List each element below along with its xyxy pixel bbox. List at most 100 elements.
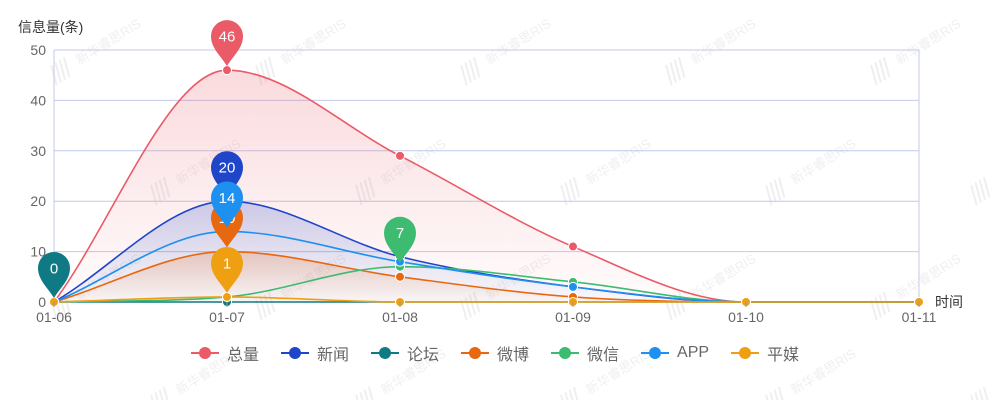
watermark-glyph: [773, 179, 782, 201]
data-point-总量-01-09[interactable]: [568, 241, 578, 252]
legend-swatch: [551, 346, 579, 360]
legend-item-微信[interactable]: 微信: [551, 341, 619, 365]
data-point-总量-01-07[interactable]: [222, 65, 232, 76]
legend-label: 微博: [496, 347, 529, 364]
legend-item-新闻[interactable]: 新闻: [280, 341, 349, 365]
y-tick-label: 40: [30, 92, 46, 108]
legend-item-论坛[interactable]: 论坛: [370, 341, 439, 365]
max-marker-微信[interactable]: 7: [384, 216, 416, 263]
line-layer: [53, 69, 919, 303]
marker-pin: [211, 181, 243, 228]
watermark-text: 新华睿思RIS: [583, 136, 654, 188]
legend-label: APP: [677, 344, 710, 361]
watermark-text: 新华睿思RIS: [278, 16, 349, 68]
legend-swatch: [190, 346, 219, 360]
max-marker-总量[interactable]: 46: [211, 20, 243, 67]
max-marker-论坛[interactable]: 0: [38, 252, 70, 298]
x-tick-label: 01-07: [209, 309, 245, 325]
watermark-glyph: [62, 56, 71, 78]
watermark-glyph: [878, 294, 887, 316]
watermark-glyph: [263, 59, 272, 81]
watermark: 新华睿思RIS: [665, 16, 759, 86]
marker-value-label: 1: [223, 255, 231, 272]
watermark-text: 新华睿思RIS: [73, 16, 144, 68]
watermark-text: 新华睿思RIS: [688, 16, 759, 68]
data-point-平媒-01-07[interactable]: [222, 291, 232, 302]
y-tick-label: 0: [38, 294, 46, 310]
marker-value-label: 7: [396, 225, 404, 242]
data-point-总量-01-08[interactable]: [395, 150, 405, 161]
watermark-text: 新华睿思RIS: [688, 251, 759, 303]
legend-swatch: [460, 346, 489, 360]
data-point-微博-01-08[interactable]: [395, 271, 405, 282]
watermark-glyph: [974, 182, 982, 203]
watermark-glyph: [464, 62, 472, 83]
watermark-glyph: [560, 184, 568, 206]
data-point-app-01-09[interactable]: [568, 281, 578, 292]
legend-swatch: [370, 346, 399, 360]
watermark-glyph: [665, 299, 673, 321]
legend-item-平媒[interactable]: 平媒: [731, 341, 799, 365]
marker-value-label: 0: [50, 261, 58, 278]
y-tick-label: 30: [30, 143, 46, 159]
watermark-glyph: [970, 394, 978, 405]
marker-value-label: 14: [219, 190, 236, 207]
watermark-glyph: [564, 182, 572, 203]
watermark: 新华睿思RIS: [255, 16, 349, 86]
legend-item-app[interactable]: APP: [641, 341, 709, 365]
chart-legend: 总量 新闻 论坛 微博 微信 APP 平媒: [0, 341, 990, 365]
watermark: 新华睿思RIS: [765, 136, 859, 206]
marker-value-label: 46: [219, 29, 236, 46]
marker-pin: [38, 252, 70, 298]
legend-label: 平媒: [767, 347, 800, 364]
watermark: 新华睿思RIS: [460, 16, 554, 86]
watermark-glyph: [54, 62, 62, 83]
watermark: 新华睿思RIS: [560, 136, 654, 206]
y-tick-label: 20: [30, 193, 46, 209]
watermark-glyph: [460, 299, 468, 321]
watermark-glyph: [882, 56, 891, 78]
watermark-glyph: [560, 394, 568, 405]
watermark-glyph: [765, 184, 773, 206]
legend-label: 新闻: [316, 347, 349, 364]
watermark-glyph: [769, 182, 777, 203]
watermark-glyph: [468, 59, 477, 81]
watermark-glyph: [665, 64, 673, 86]
watermark-glyph: [677, 56, 686, 78]
legend-swatch: [280, 346, 309, 360]
marker-pin: [384, 216, 416, 263]
marker-value-label: 20: [219, 160, 236, 177]
marker-layer: 46200107141: [38, 20, 416, 298]
y-tick-label: 50: [30, 42, 46, 58]
legend-swatch: [731, 346, 760, 360]
watermark-text: 新华睿思RIS: [483, 16, 554, 68]
watermark-glyph: [878, 59, 887, 81]
x-tick-label: 01-06: [36, 309, 72, 325]
y-axis-title: 信息量(条): [18, 19, 83, 35]
watermark-glyph: [572, 176, 581, 198]
watermark-glyph: [777, 176, 786, 198]
legend-label: 总量: [226, 347, 259, 364]
legend-label: 论坛: [406, 347, 439, 364]
legend-label: 微信: [587, 347, 620, 364]
watermark-glyph: [355, 394, 363, 405]
watermark-text: 新华睿思RIS: [788, 136, 859, 188]
max-marker-app[interactable]: 14: [211, 181, 243, 228]
area-layer: [54, 70, 919, 302]
watermark-glyph: [58, 59, 67, 81]
max-marker-平媒[interactable]: 1: [211, 246, 243, 293]
watermark-glyph: [255, 299, 263, 321]
watermark-glyph: [970, 184, 978, 206]
legend-swatch: [641, 346, 670, 360]
watermark-glyph: [978, 179, 987, 201]
marker-pin: [211, 246, 243, 293]
watermark-glyph: [870, 299, 878, 321]
legend-item-总量[interactable]: 总量: [190, 341, 259, 365]
x-tick-label: 01-11: [902, 309, 937, 325]
watermark-glyph: [874, 297, 882, 318]
legend-item-微博[interactable]: 微博: [460, 341, 529, 365]
watermark-glyph: [669, 62, 677, 83]
